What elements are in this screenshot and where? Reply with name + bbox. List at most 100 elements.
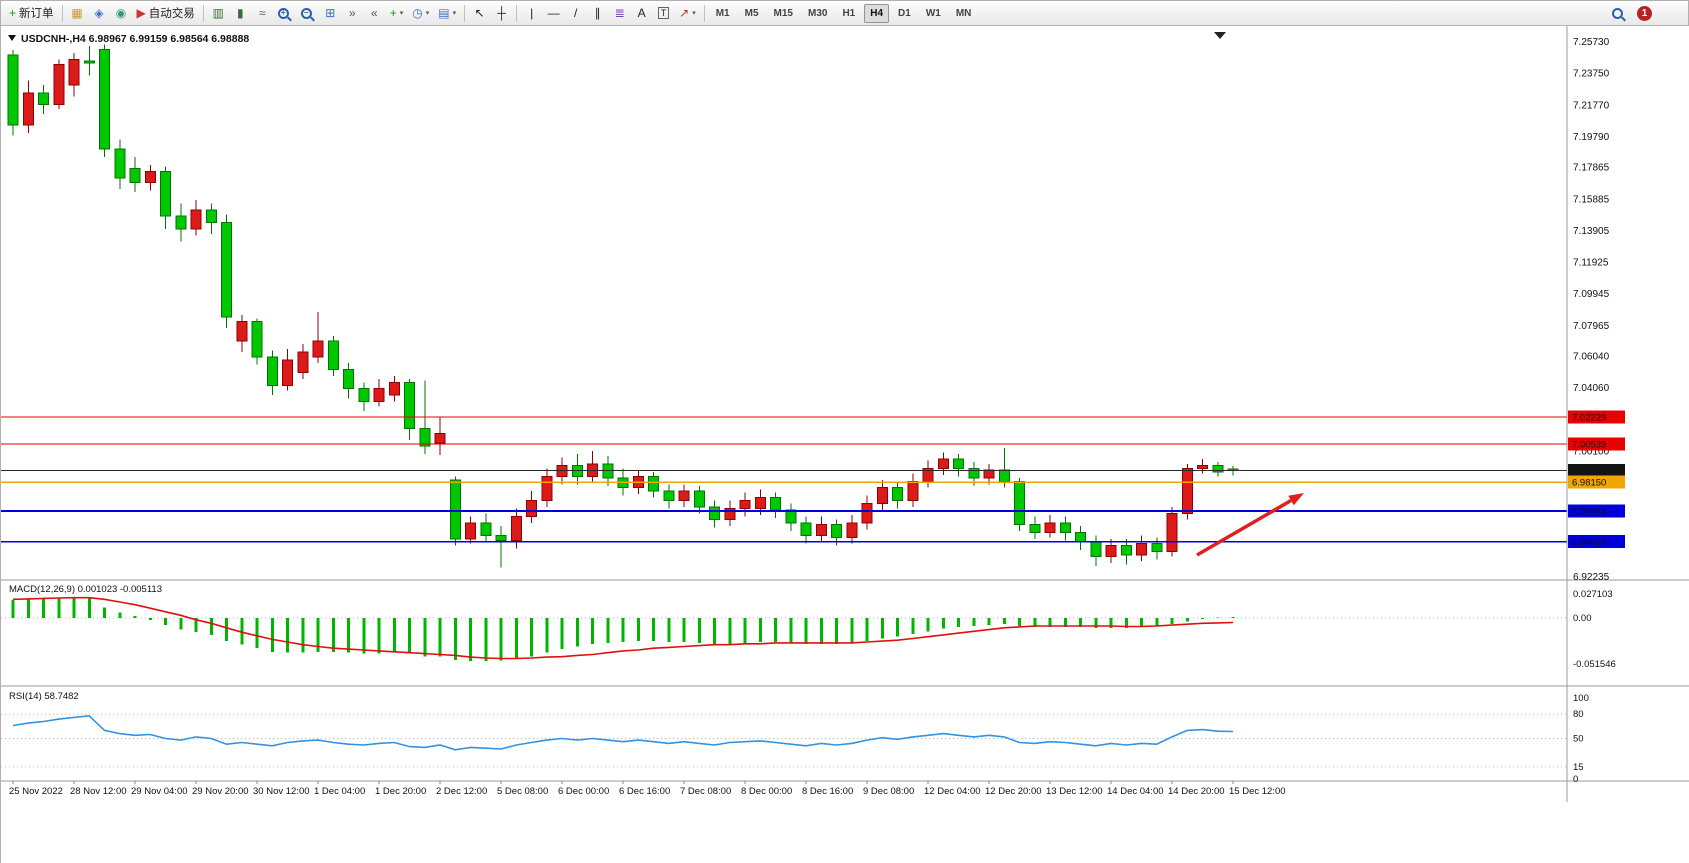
new-order-icon: +: [9, 6, 17, 20]
candle: [83, 46, 95, 76]
new-order-button[interactable]: + 新订单: [5, 3, 58, 24]
candle: [800, 516, 812, 544]
vertical-line-icon: |: [530, 6, 534, 20]
candle: [724, 500, 736, 527]
terminal-icon: ◉: [115, 6, 127, 20]
indicators-button-dropdown[interactable]: ▾: [399, 10, 404, 17]
timeframe-m1[interactable]: M1: [710, 4, 736, 23]
candle: [312, 312, 324, 364]
arrows-button-dropdown[interactable]: ▾: [692, 10, 696, 17]
candle: [953, 454, 964, 477]
rsi-line: [12, 714, 1234, 751]
timeframe-h1-label: H1: [842, 7, 856, 19]
text-label-button[interactable]: T: [653, 3, 674, 24]
candle: [1105, 538, 1117, 563]
timeframe-m15[interactable]: M15: [768, 4, 799, 23]
navigator-icon: ◈: [94, 6, 104, 20]
line-chart-icon: ≈: [258, 6, 266, 20]
templates-icon: ▤: [438, 6, 450, 20]
time-axis-label: 14 Dec 04:00: [1107, 786, 1164, 797]
time-axis-label: 30 Nov 12:00: [253, 786, 310, 797]
text-button[interactable]: A: [631, 3, 652, 24]
templates-button-dropdown[interactable]: ▾: [452, 10, 457, 17]
tile-windows-button[interactable]: ⊞: [320, 3, 341, 24]
search-icon: [1612, 7, 1623, 19]
autotrade-icon: ▶: [136, 6, 146, 20]
price-axis-label: 7.04060: [1573, 383, 1610, 394]
candle: [327, 335, 339, 376]
candle: [1059, 516, 1071, 541]
price-chart[interactable]: MACD(12,26,9) 0.001023 -0.005113 0.027103…: [1, 26, 1689, 863]
notification-badge[interactable]: 1: [1637, 5, 1652, 21]
fibonacci-button[interactable]: ≣: [609, 3, 630, 24]
rsi-axis-label: 15: [1573, 762, 1584, 773]
rsi-axis-label: 0: [1573, 774, 1578, 785]
toolbar-separator: [202, 4, 204, 22]
candle: [876, 479, 888, 511]
chart-shift-button[interactable]: «: [364, 3, 385, 24]
candle: [663, 484, 675, 509]
arrows-icon: ↗: [679, 6, 690, 20]
chart-title: USDCNH-,H4 6.98967 6.99159 6.98564 6.988…: [21, 33, 249, 45]
rsi-label: RSI(14) 58.7482: [9, 691, 79, 702]
terminal-button[interactable]: ◉: [111, 3, 132, 24]
timeframe-d1[interactable]: D1: [892, 4, 917, 23]
candle: [846, 514, 858, 544]
candle: [404, 379, 415, 440]
rsi-axis-label: 50: [1573, 734, 1584, 745]
timeframe-m5[interactable]: M5: [739, 4, 765, 23]
timeframe-mn[interactable]: MN: [950, 4, 978, 23]
line-chart-button[interactable]: ≈: [252, 3, 273, 24]
collapse-arrow-icon[interactable]: [8, 35, 16, 41]
candle: [770, 492, 781, 519]
candlestick-chart-icon: ▮: [236, 6, 244, 20]
periods-button[interactable]: ◷ ▾: [408, 3, 433, 24]
candle: [648, 471, 659, 498]
text-label-icon: T: [657, 7, 670, 19]
toolbar-separator: [464, 4, 466, 22]
candle: [815, 516, 827, 543]
templates-button[interactable]: ▤ ▾: [434, 3, 460, 24]
periods-button-dropdown[interactable]: ▾: [425, 10, 430, 17]
timeframe-m30[interactable]: M30: [802, 4, 833, 23]
market-watch-button[interactable]: ▦: [67, 3, 88, 24]
candle: [266, 350, 278, 396]
candle: [144, 165, 156, 191]
arrows-button[interactable]: ↗ ▾: [675, 3, 700, 24]
timeframe-w1[interactable]: W1: [920, 4, 947, 23]
tile-windows-icon: ⊞: [325, 6, 336, 20]
horizontal-line-icon: —: [547, 6, 560, 20]
time-axis-label: 8 Dec 16:00: [802, 786, 853, 797]
zoom-out-button[interactable]: −: [297, 3, 319, 24]
cursor-button[interactable]: ↖: [469, 3, 490, 24]
time-axis-label: 9 Dec 08:00: [863, 786, 914, 797]
price-axis-label: 7.11925: [1573, 258, 1609, 269]
time-axis[interactable]: 25 Nov 2022 28 Nov 12:00 29 Nov 04:00 29 No…: [9, 781, 1286, 797]
periods-icon: ◷: [412, 6, 423, 20]
price-badge: 6.96344: [1568, 504, 1625, 518]
main-toolbar: + 新订单 ▦ ◈ ◉ ▶ 自动交易 ▥ ▮ ≈ + − ⊞» «+ ▾ ◷ ▾ ▤ ▾ ↖ ┼ | — / ∥ ≣ A T ↗ ▾ M1 M…: [1, 1, 1688, 26]
zoom-in-button[interactable]: +: [274, 3, 296, 24]
rsi-axis-label: 100: [1573, 693, 1589, 704]
trend-arrow[interactable]: [1196, 499, 1292, 557]
candle: [526, 490, 537, 523]
candle: [205, 203, 217, 234]
vertical-line-button[interactable]: |: [521, 3, 542, 24]
candle: [236, 315, 248, 352]
auto-scroll-button[interactable]: »: [342, 3, 363, 24]
timeframe-h4[interactable]: H4: [864, 3, 890, 23]
price-axis[interactable]: 7.25730 7.23750 7.21770 7.19790 7.17865 7.158…: [1568, 26, 1689, 802]
indicators-button[interactable]: + ▾: [386, 3, 408, 24]
channel-button[interactable]: ∥: [587, 3, 608, 24]
bar-chart-button[interactable]: ▥: [208, 3, 229, 24]
candle: [480, 513, 492, 543]
timeframe-h1[interactable]: H1: [836, 4, 861, 23]
crosshair-button[interactable]: ┼: [491, 3, 512, 24]
svg-text:6.98150: 6.98150: [1572, 478, 1606, 489]
search-button[interactable]: [1608, 3, 1630, 24]
navigator-button[interactable]: ◈: [89, 3, 110, 24]
horizontal-line-button[interactable]: —: [543, 3, 564, 24]
trendline-button[interactable]: /: [565, 3, 586, 24]
autotrade-button[interactable]: ▶ 自动交易: [133, 3, 199, 24]
candlestick-chart-button[interactable]: ▮: [230, 3, 251, 24]
